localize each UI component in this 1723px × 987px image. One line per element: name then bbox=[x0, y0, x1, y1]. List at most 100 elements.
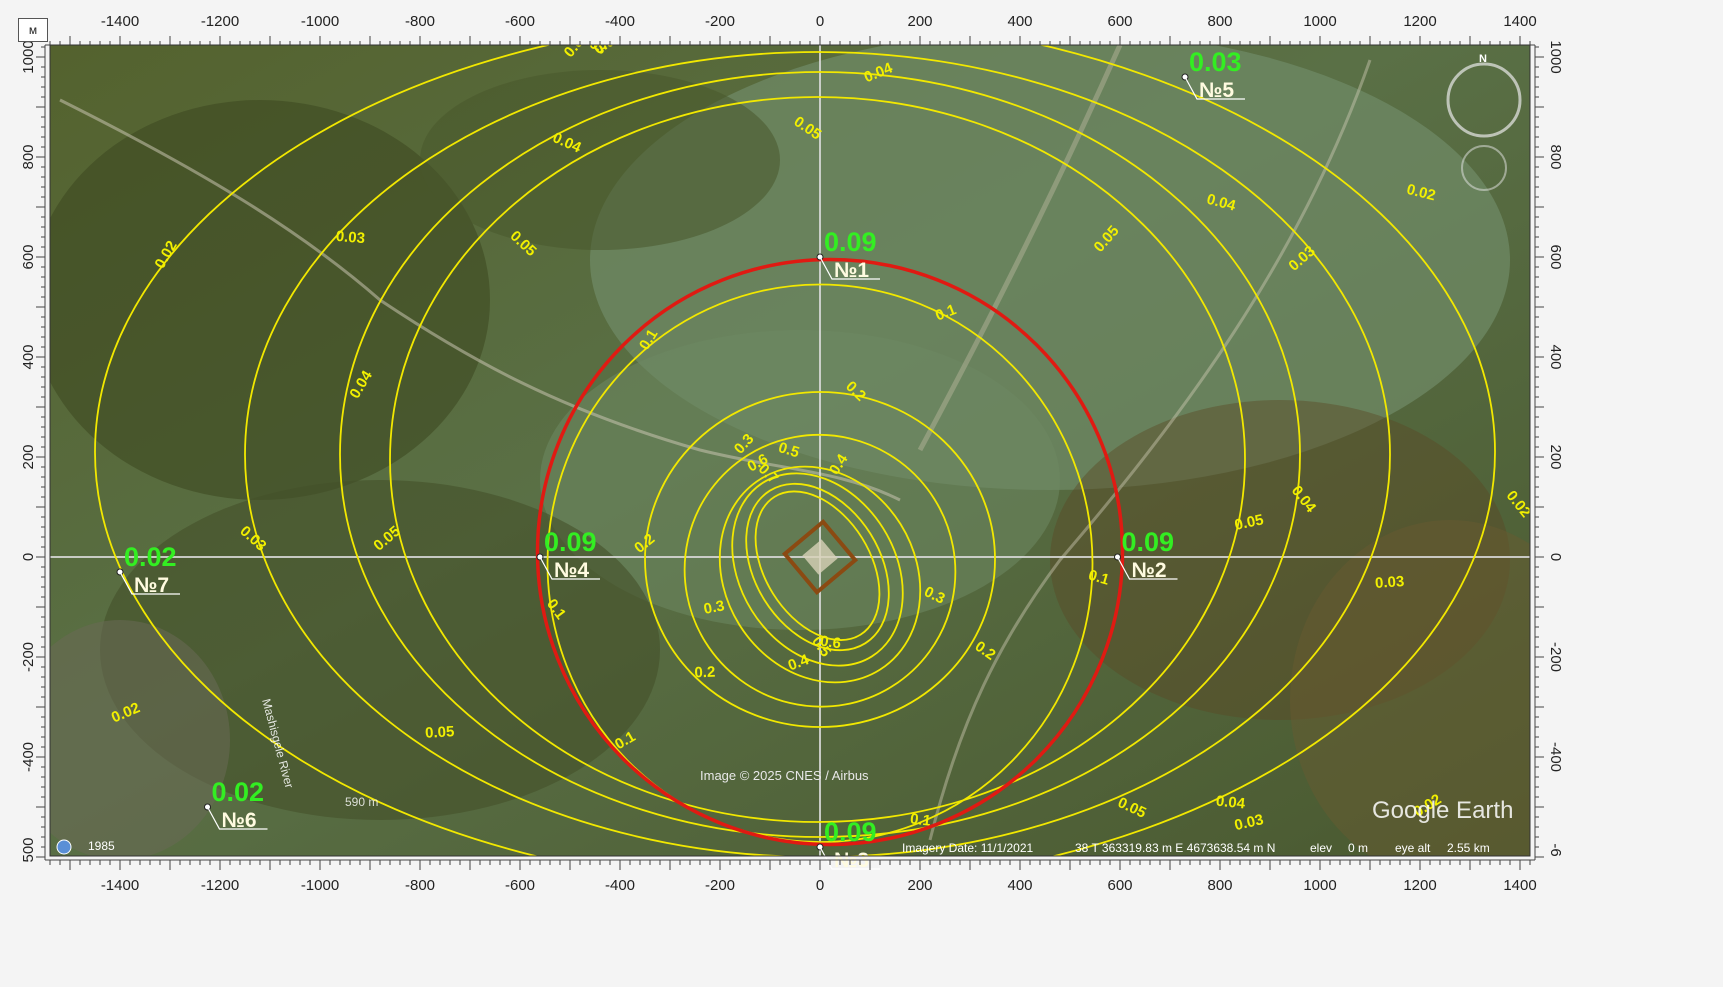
eye-alt-value: 2.55 km bbox=[1447, 841, 1490, 855]
isoline-label: 0.6 bbox=[819, 633, 842, 653]
y-tick-label-right: 800 bbox=[1547, 144, 1564, 169]
y-tick-label-right-bottom: -6 bbox=[1547, 843, 1564, 856]
y-tick-label-left: 800 bbox=[20, 144, 37, 169]
receptor-value: 0.09 bbox=[1122, 527, 1175, 557]
isoline-0.05 bbox=[389, 96, 1246, 823]
x-tick-label-bottom: 800 bbox=[1207, 877, 1232, 894]
isoline-label: 0.1 bbox=[933, 301, 959, 324]
x-axis-group: -1400 -1400 -1200 -1200 -1000 -1000 -800 -800 -6… bbox=[45, 13, 1537, 894]
isoline-label: 0.05 bbox=[1233, 511, 1265, 534]
receptor-label: №7 bbox=[134, 574, 169, 597]
x-tick-label-top: -1000 bbox=[301, 13, 339, 30]
sanitary-zone-boundary bbox=[535, 257, 1125, 847]
isoline-label: 0.03 bbox=[1233, 811, 1265, 834]
elev-label: elev bbox=[1310, 841, 1332, 855]
cursor-coordinates: 38 T 363319.83 m E 4673638.54 m N bbox=[1075, 841, 1275, 855]
isoline-label: 0.2 bbox=[694, 664, 715, 682]
x-tick-label-bottom: 1000 bbox=[1303, 877, 1336, 894]
x-tick-label-bottom: -1200 bbox=[201, 877, 239, 894]
isoline-label: 0.4 bbox=[786, 651, 812, 674]
imagery-date: Imagery Date: 11/1/2021 bbox=[902, 841, 1034, 855]
emission-source[interactable] bbox=[781, 518, 859, 596]
x-tick-label-bottom: 600 bbox=[1107, 877, 1132, 894]
x-tick-label-top: -1400 bbox=[101, 13, 139, 30]
x-tick-label-bottom: -600 bbox=[505, 877, 535, 894]
isoline-0.3 bbox=[683, 433, 957, 708]
image-credit: Image © 2025 CNES / Airbus bbox=[700, 768, 869, 783]
isoline-label: 0.3 bbox=[702, 597, 726, 618]
x-tick-label-top: -1200 bbox=[201, 13, 239, 30]
x-tick-label-top: 1200 bbox=[1403, 13, 1436, 30]
receptor-leader bbox=[206, 806, 268, 830]
x-tick-label-bottom: -200 bbox=[705, 877, 735, 894]
history-clock-icon bbox=[56, 839, 72, 855]
x-tick-label-top: 400 bbox=[1007, 13, 1032, 30]
x-tick-label-bottom: -1000 bbox=[301, 877, 339, 894]
x-tick-label-bottom: -400 bbox=[605, 877, 635, 894]
y-tick-label-right: 0 bbox=[1547, 553, 1564, 561]
y-tick-label-left: 400 bbox=[20, 344, 37, 369]
isoline-0.02 bbox=[94, 45, 1496, 856]
y-tick-label-left: 200 bbox=[20, 444, 37, 469]
look-control-icon bbox=[1461, 145, 1507, 191]
y-tick-label-left: 0 bbox=[20, 553, 37, 561]
receptor-value: 0.09 bbox=[824, 817, 877, 847]
receptor-label: №2 bbox=[1132, 559, 1167, 582]
sanitary-protection-zone bbox=[535, 257, 1125, 847]
x-tick-label-bottom: 1400 bbox=[1503, 877, 1536, 894]
isoline-label: 0.04 bbox=[1215, 793, 1246, 813]
x-tick-label-top: -600 bbox=[505, 13, 535, 30]
historic-year: 1985 bbox=[88, 839, 115, 853]
satellite-imagery bbox=[50, 45, 1530, 856]
x-tick-label-top: 1400 bbox=[1503, 13, 1536, 30]
receptor-value: 0.02 bbox=[124, 542, 177, 572]
y-tick-label-right: -400 bbox=[1547, 742, 1564, 772]
elev-value: 0 m bbox=[1348, 841, 1368, 855]
isoline-group bbox=[94, 45, 1496, 856]
isoline-label: 0.05 bbox=[425, 723, 455, 742]
isoline-0.1 bbox=[546, 283, 1094, 843]
y-tick-label-left: -200 bbox=[20, 642, 37, 672]
isoline-0.7 bbox=[754, 490, 881, 641]
elevation-pin: 590 m bbox=[345, 795, 378, 809]
receptor-value: 0.03 bbox=[1189, 47, 1242, 77]
y-axis-group: 1000 1000 800 800 600 600 400 400 200 200 0 0 -200 -2… bbox=[20, 40, 1564, 862]
y-tick-label-left: -400 bbox=[20, 742, 37, 772]
x-tick-label-bottom: -1400 bbox=[101, 877, 139, 894]
y-tick-label-right: -200 bbox=[1547, 642, 1564, 672]
x-tick-label-top: 800 bbox=[1207, 13, 1232, 30]
source-outline bbox=[781, 518, 859, 596]
isoline-label: 0.5 bbox=[776, 439, 801, 461]
receptor-label: №5 bbox=[1199, 79, 1234, 102]
receptor-leader bbox=[819, 846, 880, 870]
receptor-value: 0.02 bbox=[212, 777, 265, 807]
y-tick-label-right: 600 bbox=[1547, 244, 1564, 269]
receptor-leader bbox=[119, 571, 180, 595]
receptor-leader bbox=[539, 556, 600, 580]
compass-ring-icon bbox=[1446, 62, 1522, 138]
x-tick-label-top: 200 bbox=[907, 13, 932, 30]
receptor-label: №6 bbox=[222, 809, 257, 832]
isoline-0.4 bbox=[718, 465, 922, 684]
y-tick-label-left: 1000 bbox=[20, 40, 37, 73]
isoline-label: 0.02 bbox=[1405, 181, 1437, 205]
x-tick-label-top: 0 bbox=[816, 13, 824, 30]
receptor-leader bbox=[1184, 76, 1245, 100]
x-tick-label-top: -400 bbox=[605, 13, 635, 30]
receptor-label: №4 bbox=[554, 559, 589, 582]
x-tick-label-bottom: 200 bbox=[907, 877, 932, 894]
isoline-0.6 bbox=[745, 482, 890, 652]
isoline-label: 0.03 bbox=[1375, 573, 1405, 592]
isoline-label: 0.03 bbox=[335, 228, 366, 247]
x-tick-label-top: -800 bbox=[405, 13, 435, 30]
receptor-value: 0.09 bbox=[824, 227, 877, 257]
compass-north-letter: N bbox=[1479, 53, 1487, 65]
isoline-label: 0.1 bbox=[1086, 567, 1111, 589]
eye-alt-label: eye alt bbox=[1395, 841, 1431, 855]
receptor-leader bbox=[1116, 556, 1178, 580]
google-earth-logo: Google Earth bbox=[1372, 797, 1513, 824]
unit-indicator: м bbox=[18, 18, 48, 42]
isoline-label: 0.1 bbox=[909, 810, 932, 829]
